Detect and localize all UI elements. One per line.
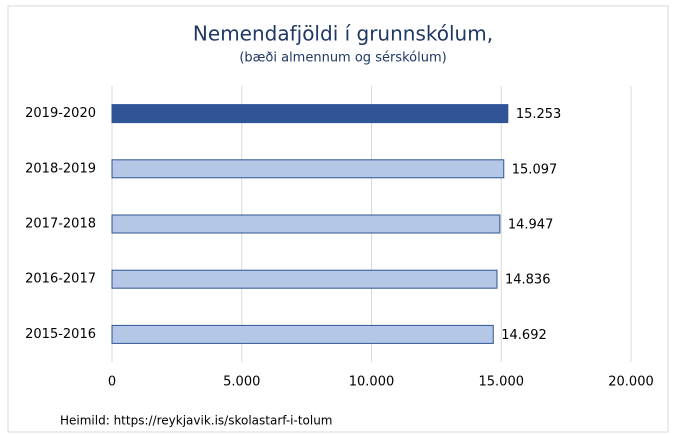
bar xyxy=(111,104,509,124)
bar xyxy=(111,159,505,179)
chart-subtitle: (bæði almennum og sérskólum) xyxy=(239,51,446,66)
x-tick-label: 0 xyxy=(108,375,116,390)
x-tick-label: 20.000 xyxy=(608,375,654,390)
bar xyxy=(111,214,501,234)
x-tick-label: 10.000 xyxy=(349,375,395,390)
x-tick-label: 5.000 xyxy=(223,375,260,390)
bar xyxy=(111,269,498,289)
y-tick-label: 2019-2020 xyxy=(25,106,96,121)
x-tick-label: 15.000 xyxy=(479,375,525,390)
y-tick-label: 2015-2016 xyxy=(25,327,96,342)
bar xyxy=(111,324,494,344)
value-label: 14.692 xyxy=(501,328,547,343)
source-note: Heimild: https://reykjavik.is/skolastarf… xyxy=(60,414,333,428)
value-label: 15.097 xyxy=(512,162,558,177)
y-tick-label: 2016-2017 xyxy=(25,272,96,287)
value-label: 14.947 xyxy=(508,218,553,233)
y-tick-label: 2017-2018 xyxy=(25,217,96,232)
value-label: 15.253 xyxy=(516,107,562,122)
value-label: 14.836 xyxy=(505,273,551,288)
chart-title: Nemendafjöldi í grunnskólum, xyxy=(193,22,493,46)
y-tick-label: 2018-2019 xyxy=(25,161,96,176)
